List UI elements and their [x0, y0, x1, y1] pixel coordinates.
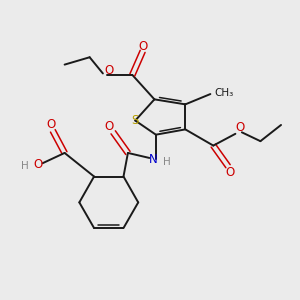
Text: N: N [149, 153, 158, 166]
Text: O: O [47, 118, 56, 131]
Text: CH₃: CH₃ [214, 88, 233, 98]
Text: O: O [138, 40, 147, 52]
Text: O: O [225, 166, 234, 178]
Text: O: O [235, 122, 244, 134]
Text: O: O [104, 64, 113, 77]
Text: O: O [104, 120, 113, 133]
Text: S: S [132, 114, 139, 127]
Text: O: O [34, 158, 43, 171]
Text: H: H [21, 160, 29, 171]
Text: H: H [163, 157, 171, 167]
